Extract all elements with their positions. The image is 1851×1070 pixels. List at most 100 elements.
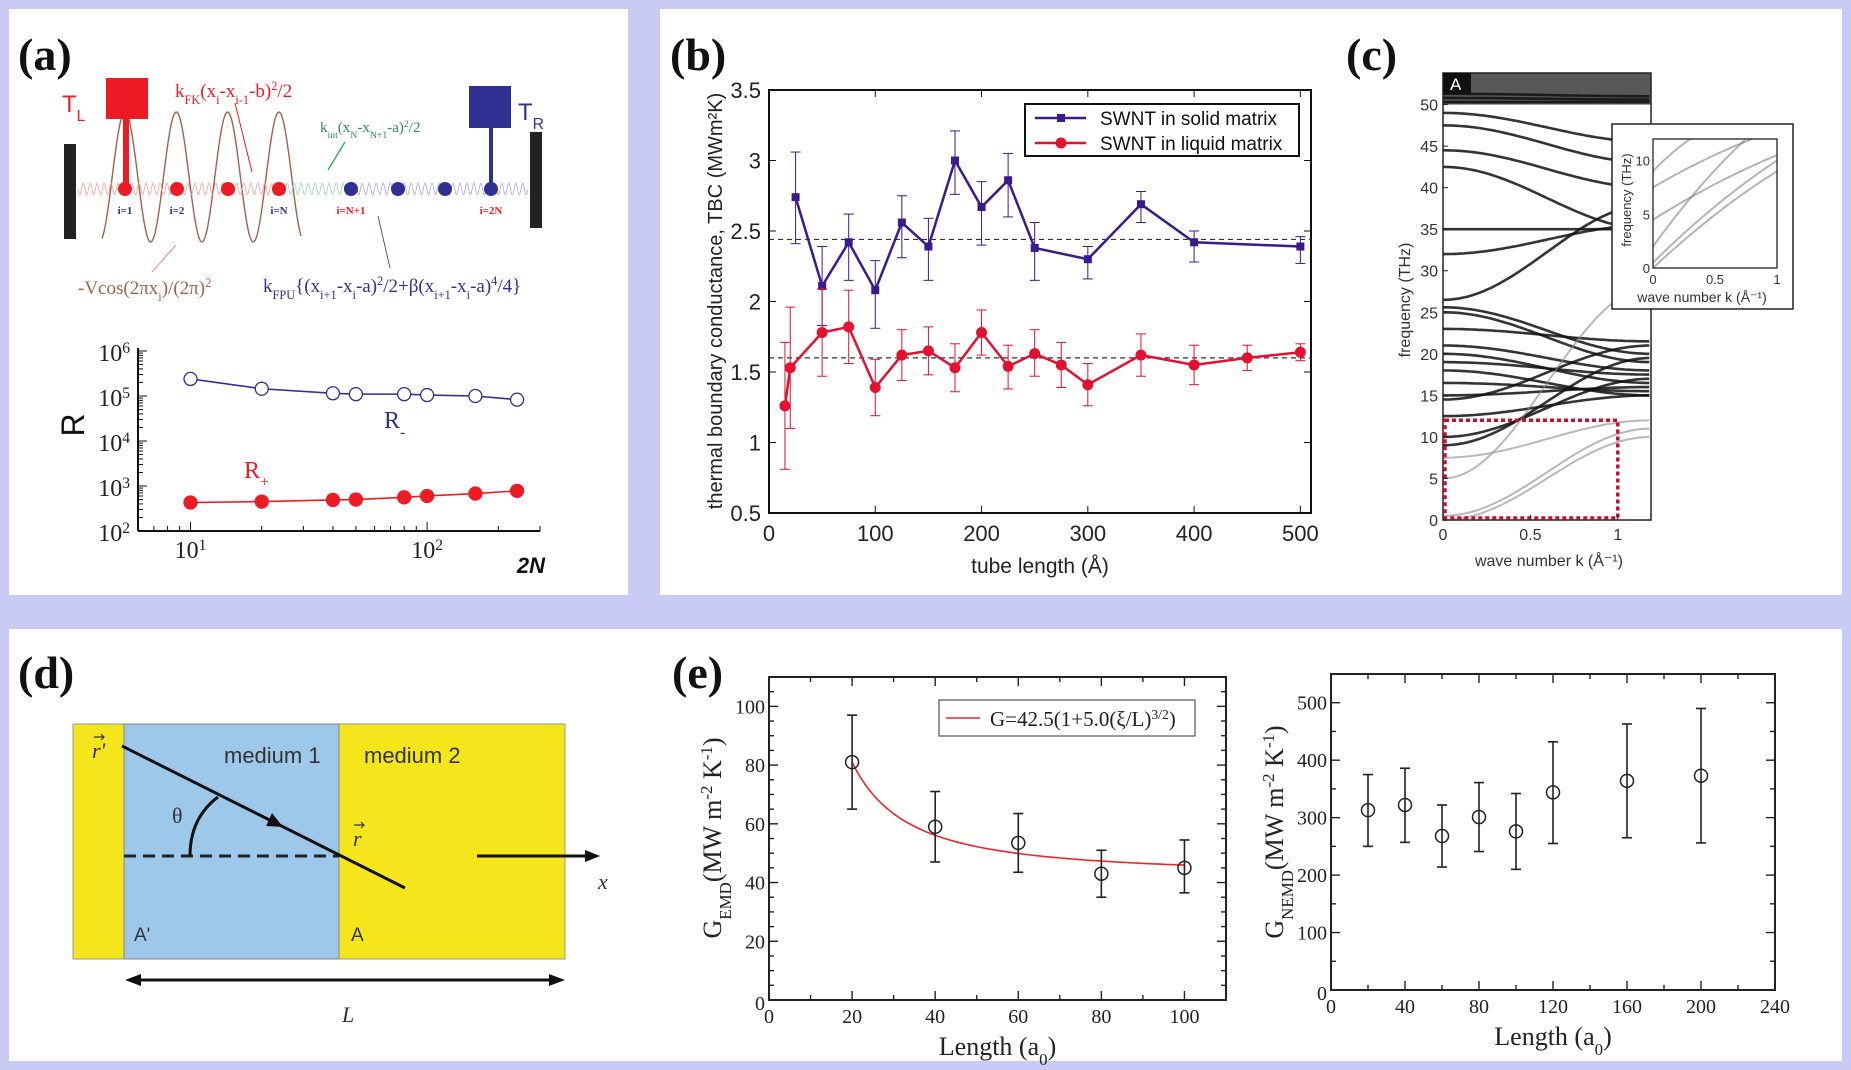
text-run: k (175, 81, 185, 102)
x-tick-label: 20 (842, 1006, 862, 1028)
band-curve (1443, 327, 1650, 343)
x-tick-label: 200 (963, 521, 1000, 546)
data-point (1082, 379, 1094, 391)
data-point (348, 386, 364, 402)
inset-band-curve (1652, 138, 1753, 189)
legend-box (1024, 103, 1300, 157)
data-point (1030, 243, 1039, 252)
text-run: 2 (205, 276, 211, 290)
site-label: i=2 (170, 205, 185, 217)
panel-a (9, 9, 628, 595)
y-tick-label: 40 (1420, 181, 1438, 198)
potential-formula: -Vcos(2πxi)/(2π)2 (78, 276, 211, 304)
data-point (1004, 176, 1013, 185)
text-run: 10 (98, 521, 122, 547)
text-run: G=42.5(1+5.0(ξ/L) (990, 707, 1151, 731)
r-prime-label: r' (92, 738, 106, 763)
inset-band-curve (1652, 138, 1691, 172)
left-wall (64, 144, 76, 239)
data-point (844, 238, 853, 247)
text-run: 2 (271, 79, 277, 93)
text-run: -1 (1259, 734, 1278, 748)
site-label: i=N+1 (336, 205, 365, 217)
y-tick-label: 80 (745, 755, 765, 777)
fk-spring-formula: kFK(xi-xi-1-b)2/2 (175, 79, 292, 107)
y-tick-label: 20 (745, 931, 765, 953)
y-axis-label: GNEMD(MW m-2 K-1) (1259, 725, 1297, 938)
text-run: -Vcos(2πx (78, 278, 159, 299)
legend-marker (1057, 114, 1065, 122)
text-run: (MW m (1260, 788, 1289, 871)
text-run: 4 (122, 430, 130, 447)
data-point (1094, 866, 1109, 881)
left-atom (272, 182, 286, 196)
data-point (818, 281, 827, 290)
band-curve (1443, 360, 1650, 376)
y-tick-label: 5 (1429, 471, 1438, 488)
data-point (927, 819, 943, 835)
text-run: R (384, 408, 400, 434)
text-run: 10 (98, 431, 122, 457)
text-run: /2 (277, 81, 292, 102)
series-line-R- (190, 378, 518, 401)
potential-pointer-line (151, 244, 177, 273)
text-run: Length (a (1494, 1022, 1595, 1051)
data-point (468, 486, 483, 501)
y-tick-label: 0 (755, 993, 765, 1015)
text-run: 6 (122, 340, 130, 357)
band-curve (1443, 344, 1650, 401)
text-run: (x (338, 120, 351, 136)
text-run: i+1 (320, 288, 337, 302)
text-run: Length (a (939, 1032, 1040, 1061)
legend-label: SWNT in solid matrix (1100, 109, 1278, 130)
y-tick-label: 10 (1420, 430, 1438, 447)
inset-plot-frame (1652, 138, 1778, 269)
data-point (509, 483, 525, 499)
data-point (397, 490, 412, 505)
inset-x-tick-label: 1 (1773, 272, 1780, 287)
band-cluster (1443, 73, 1651, 105)
fpu-formula: kFPU{(xi+1-xi-a)2/2+β(xi+1-xi-a)4/4} (263, 274, 521, 302)
series-annotation: R- (384, 408, 405, 441)
y-axis-label: R (55, 413, 91, 436)
right-bath-stem (489, 128, 493, 189)
text-run: 5 (122, 385, 130, 402)
angle-arc (188, 795, 219, 857)
x-axis-label: Length (a0) (939, 1032, 1056, 1069)
x-axis-label: tube length (Å) (971, 555, 1109, 578)
text-run: N (350, 130, 357, 141)
data-point (869, 382, 881, 394)
text-run: 0 (1039, 1050, 1047, 1069)
text-run: 2 (122, 520, 130, 537)
panel-label-b: (b) (670, 29, 726, 80)
data-point (922, 345, 934, 357)
data-point (509, 392, 525, 407)
legend-marker (1055, 137, 1067, 149)
site-label: i=N (270, 205, 287, 217)
y-tick-label: 20 (1420, 347, 1438, 364)
right-temperature-label: TR (518, 99, 544, 133)
inset-band-curve (1652, 139, 1746, 248)
left-atom (118, 182, 132, 196)
fpu-pointer-line (377, 215, 391, 269)
r-label: r (353, 826, 362, 851)
right-atom (344, 182, 358, 196)
substrate-potential-curve (101, 111, 302, 243)
data-point (1508, 824, 1524, 839)
text-run: i+1 (434, 288, 451, 302)
y-tick-label: 2 (749, 290, 761, 315)
data-point (784, 362, 796, 374)
data-point (1188, 359, 1200, 371)
y-tick-label: 103 (98, 475, 130, 503)
data-point (1471, 809, 1487, 825)
y-axis-label: frequency (THz) (1397, 243, 1414, 358)
left-atom (221, 182, 235, 196)
right-atom (391, 182, 405, 196)
y-tick-label: 3 (749, 149, 761, 174)
interface-pointer-line (327, 141, 346, 171)
text-run: -x (220, 81, 236, 102)
text-run: 2 (377, 274, 383, 288)
x-tick-label: 1 (1613, 527, 1622, 544)
